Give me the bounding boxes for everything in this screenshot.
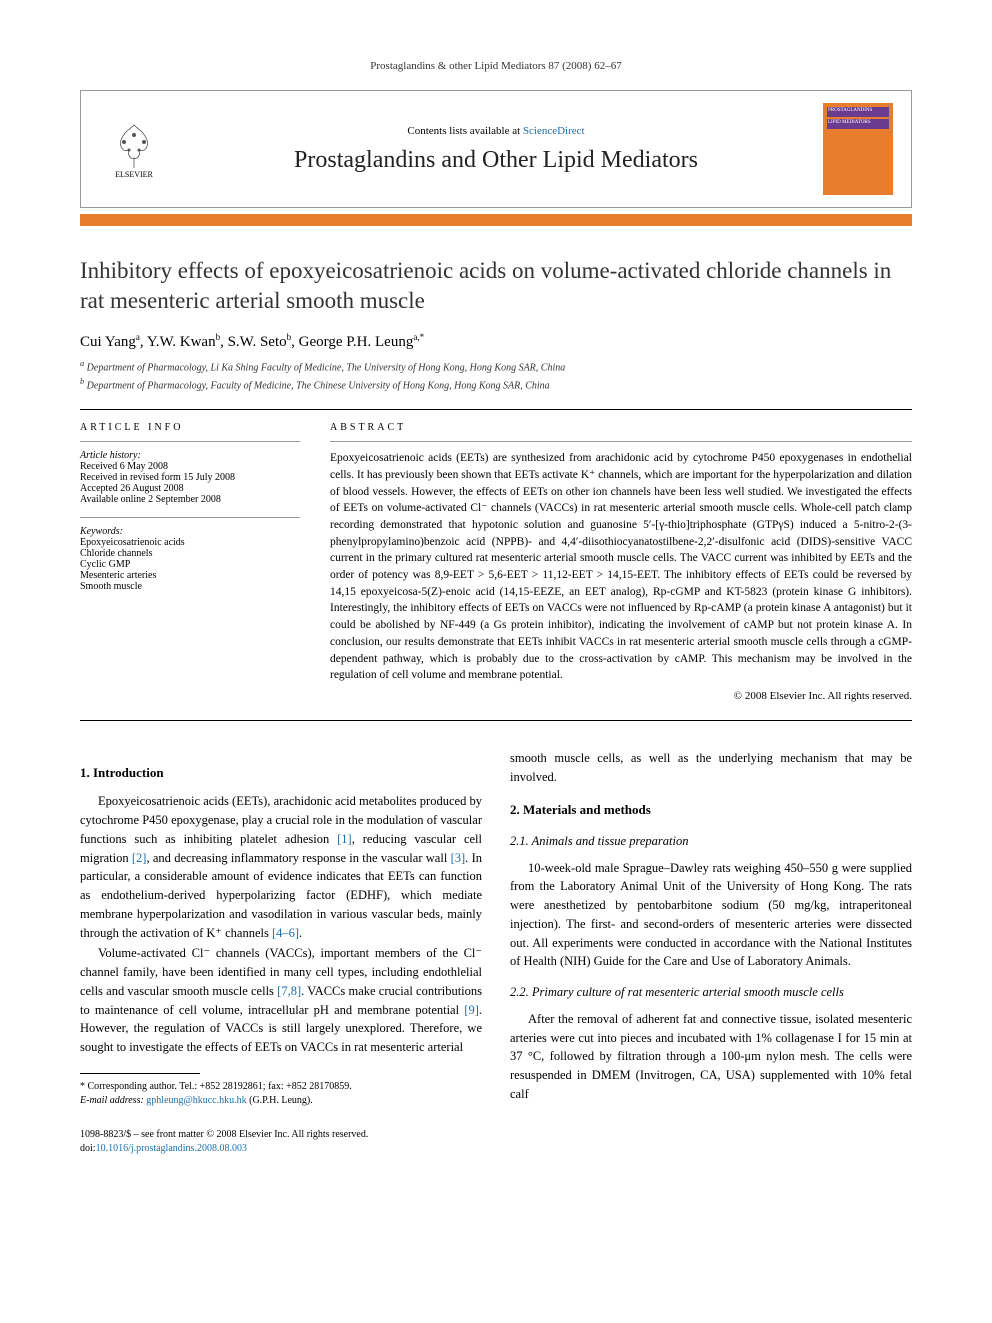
doi-link[interactable]: 10.1016/j.prostaglandins.2008.08.003 bbox=[96, 1143, 247, 1154]
mm-22-text: After the removal of adherent fat and co… bbox=[510, 1010, 912, 1104]
journal-name: Prostaglandins and Other Lipid Mediators bbox=[183, 147, 809, 174]
doi-label: doi: bbox=[80, 1143, 96, 1154]
keywords-label: Keywords: bbox=[80, 526, 300, 537]
issn-line: 1098-8823/$ – see front matter © 2008 El… bbox=[80, 1128, 912, 1142]
journal-cover-thumbnail: PROSTAGLANDINS LIPID MEDIATORS bbox=[823, 103, 893, 195]
ref-link[interactable]: [4–6] bbox=[272, 926, 299, 940]
abstract-copyright: © 2008 Elsevier Inc. All rights reserved… bbox=[330, 690, 912, 702]
section-intro-head: 1. Introduction bbox=[80, 763, 482, 783]
email-link[interactable]: gphleung@hkucc.hku.hk bbox=[146, 1095, 246, 1106]
thin-rule bbox=[330, 441, 912, 442]
rule bbox=[80, 409, 912, 410]
contents-line: Contents lists available at ScienceDirec… bbox=[183, 125, 809, 137]
intro-p2: Volume-activated Cl⁻ channels (VACCs), i… bbox=[80, 944, 482, 1057]
thin-rule bbox=[80, 441, 300, 442]
corr-author-line: * Corresponding author. Tel.: +852 28192… bbox=[80, 1080, 482, 1094]
history-item: Accepted 26 August 2008 bbox=[80, 483, 300, 494]
email-label: E-mail address: bbox=[80, 1095, 146, 1106]
abstract-column: ABSTRACT Epoxyeicosatrienoic acids (EETs… bbox=[330, 422, 912, 701]
thin-rule bbox=[80, 517, 300, 518]
running-head: Prostaglandins & other Lipid Mediators 8… bbox=[80, 60, 912, 72]
journal-header: ELSEVIER Contents lists available at Sci… bbox=[80, 90, 912, 208]
elsevier-logo: ELSEVIER bbox=[99, 114, 169, 184]
cover-line2: LIPID MEDIATORS bbox=[827, 119, 889, 129]
contents-prefix: Contents lists available at bbox=[407, 125, 522, 137]
article-info-column: ARTICLE INFO Article history: Received 6… bbox=[80, 422, 300, 701]
ref-link[interactable]: [3] bbox=[451, 851, 466, 865]
section-mm-head: 2. Materials and methods bbox=[510, 800, 912, 820]
affiliation-b: b Department of Pharmacology, Faculty of… bbox=[80, 377, 912, 391]
author: Y.W. Kwanb bbox=[147, 334, 220, 350]
cover-line1: PROSTAGLANDINS bbox=[827, 107, 889, 117]
history-item: Available online 2 September 2008 bbox=[80, 494, 300, 505]
history-item: Received in revised form 15 July 2008 bbox=[80, 472, 300, 483]
elsevier-tree-icon bbox=[109, 120, 159, 170]
subsection-22-head: 2.2. Primary culture of rat mesenteric a… bbox=[510, 983, 912, 1002]
article-info-head: ARTICLE INFO bbox=[80, 422, 300, 433]
rule bbox=[80, 720, 912, 721]
history-label: Article history: bbox=[80, 450, 300, 461]
page-footer: 1098-8823/$ – see front matter © 2008 El… bbox=[80, 1128, 912, 1156]
ref-link[interactable]: [1] bbox=[337, 832, 352, 846]
keyword: Epoxyeicosatrienoic acids bbox=[80, 537, 300, 548]
intro-p3-cont: smooth muscle cells, as well as the unde… bbox=[510, 749, 912, 787]
keyword: Cyclic GMP bbox=[80, 559, 300, 570]
orange-divider bbox=[80, 214, 912, 226]
keyword: Mesenteric arteries bbox=[80, 570, 300, 581]
author: S.W. Setob bbox=[228, 334, 292, 350]
ref-link[interactable]: [7,8] bbox=[277, 984, 301, 998]
abstract-text: Epoxyeicosatrienoic acids (EETs) are syn… bbox=[330, 450, 912, 683]
keyword: Smooth muscle bbox=[80, 581, 300, 592]
footnote-rule bbox=[80, 1073, 200, 1074]
history-item: Received 6 May 2008 bbox=[80, 461, 300, 472]
ref-link[interactable]: [2] bbox=[132, 851, 147, 865]
email-tail: (G.P.H. Leung). bbox=[247, 1095, 313, 1106]
ref-link[interactable]: [9] bbox=[464, 1003, 479, 1017]
affiliation-a: a Department of Pharmacology, Li Ka Shin… bbox=[80, 359, 912, 373]
abstract-head: ABSTRACT bbox=[330, 422, 912, 433]
author: George P.H. Leunga,* bbox=[299, 334, 424, 350]
subsection-21-head: 2.1. Animals and tissue preparation bbox=[510, 832, 912, 851]
corresponding-footnote: * Corresponding author. Tel.: +852 28192… bbox=[80, 1080, 482, 1108]
intro-p1: Epoxyeicosatrienoic acids (EETs), arachi… bbox=[80, 792, 482, 942]
author: Cui Yanga bbox=[80, 334, 140, 350]
authors-line: Cui Yanga, Y.W. Kwanb, S.W. Setob, Georg… bbox=[80, 332, 912, 351]
mm-21-text: 10-week-old male Sprague–Dawley rats wei… bbox=[510, 859, 912, 972]
body-columns: 1. Introduction Epoxyeicosatrienoic acid… bbox=[80, 749, 912, 1108]
keyword: Chloride channels bbox=[80, 548, 300, 559]
article-title: Inhibitory effects of epoxyeicosatrienoi… bbox=[80, 256, 912, 316]
publisher-label: ELSEVIER bbox=[115, 170, 153, 179]
sciencedirect-link[interactable]: ScienceDirect bbox=[523, 125, 585, 137]
